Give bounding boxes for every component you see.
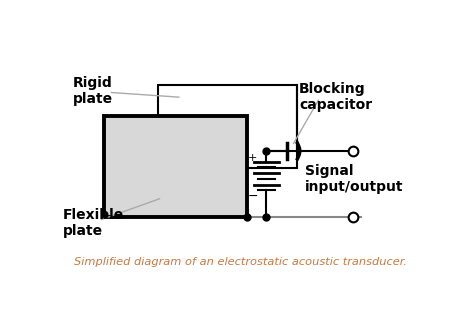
Bar [158, 85, 298, 168]
Bar [104, 116, 247, 217]
Text: Signal
input/output: Signal input/output [305, 164, 404, 194]
Text: +: + [248, 153, 257, 163]
Text: Blocking
capacitor: Blocking capacitor [299, 82, 372, 112]
Text: Rigid
plate: Rigid plate [73, 76, 113, 106]
Text: Flexible
plate: Flexible plate [63, 208, 124, 238]
Text: −: − [247, 190, 258, 203]
Text: Simplified diagram of an electrostatic acoustic transducer.: Simplified diagram of an electrostatic a… [74, 256, 407, 267]
